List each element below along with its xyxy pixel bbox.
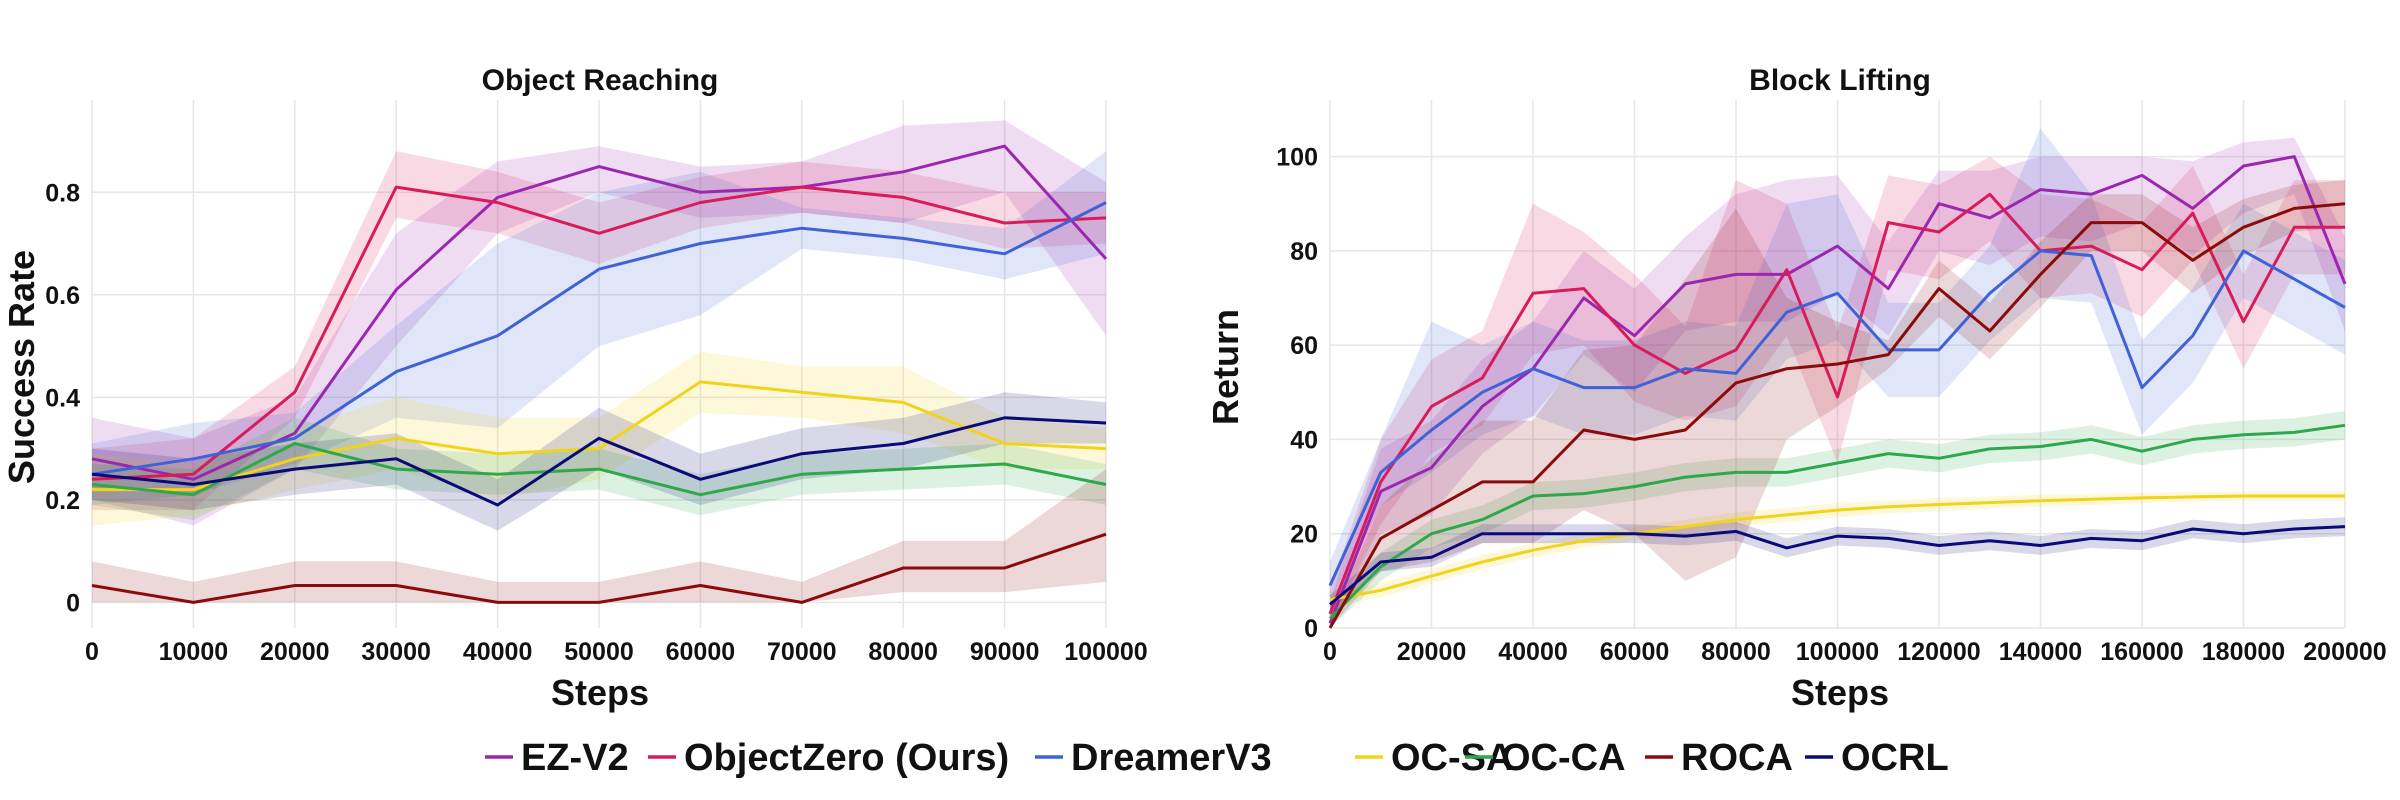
legend-item-roca: ROCA [1645, 737, 1793, 779]
legend-label: EZ-V2 [521, 737, 629, 779]
x-tick-label: 20000 [260, 638, 330, 666]
y-tick-label: 0 [1304, 615, 1318, 643]
legend: EZ-V2 ObjectZero (Ours) DreamerV3 OC-SAOC-C… [485, 737, 1949, 779]
y-tick-label: 0 [66, 589, 80, 617]
x-tick-label: 50000 [564, 638, 634, 666]
legend-item-objectzero: ObjectZero (Ours) [648, 737, 1009, 779]
line-dreamer [1328, 249, 2346, 587]
y-tick-label: 80 [1290, 238, 1318, 266]
band-roca [1330, 180, 2345, 628]
band-roca [92, 469, 1106, 603]
chart-object-reaching: Object Reaching 0 10000 20000 30000 40000 500… [1, 64, 1148, 713]
x-tick-label: 90000 [970, 638, 1040, 666]
legend-item-ezv2: EZ-V2 [485, 737, 629, 779]
series-lines [1328, 155, 2347, 629]
legend-label: ROCA [1681, 737, 1793, 779]
x-axis-label: Steps [551, 672, 649, 713]
y-tick-label: 0.6 [45, 282, 80, 310]
legend-item-dreamer: DreamerV3 [1035, 737, 1272, 779]
legend-item-occa: OC-CA [1465, 737, 1626, 779]
x-tick-label: 60000 [666, 638, 736, 666]
line-ocsa [92, 380, 1107, 492]
chart-title: Object Reaching [482, 64, 719, 97]
x-tick-label: 10000 [159, 638, 229, 666]
line-ocsa [1329, 494, 2345, 602]
band-dreamer [1330, 128, 2345, 610]
x-tick-label: 40000 [463, 638, 533, 666]
band-ezv2 [1330, 137, 2345, 628]
y-tick-labels: 0 20 40 60 80 100 [1276, 144, 1318, 643]
x-tick-labels: 0 10000 20000 30000 40000 50000 60000 70000 8000… [85, 638, 1148, 666]
x-tick-label: 20000 [1397, 638, 1467, 666]
line-roca [91, 532, 1107, 604]
line-ezv2 [1328, 155, 2347, 624]
legend-label: DreamerV3 [1071, 737, 1272, 779]
y-tick-label: 0.2 [45, 487, 80, 515]
band-ocrl [92, 392, 1106, 531]
y-tick-label: 100 [1276, 144, 1318, 172]
y-tick-label: 40 [1290, 426, 1318, 454]
chart-block-lifting: Block Lifting 0 20000 40000 60000 80000 10000… [1205, 64, 2387, 713]
y-tick-label: 60 [1290, 332, 1318, 360]
y-tick-labels: 0 0.2 0.4 0.6 0.8 [45, 179, 80, 617]
x-tick-label: 0 [85, 638, 99, 666]
x-tick-label: 40000 [1498, 638, 1568, 666]
x-tick-label: 80000 [868, 638, 938, 666]
x-tick-label: 160000 [2100, 638, 2183, 666]
line-ezv2 [91, 144, 1108, 481]
line-dreamer [91, 201, 1107, 476]
y-tick-label: 0.4 [45, 384, 80, 412]
band-occa [1330, 411, 2345, 628]
y-axis-label: Success Rate [1, 250, 42, 484]
legend-label: ObjectZero (Ours) [684, 737, 1009, 779]
line-occa [1328, 423, 2346, 620]
y-axis-label: Return [1205, 309, 1246, 425]
x-tick-labels: 0 20000 40000 60000 80000 100000 120000 140000 1… [1323, 638, 2387, 666]
x-tick-label: 120000 [1897, 638, 1980, 666]
legend-item-ocsa: OC-SA [1355, 737, 1513, 779]
x-tick-label: 70000 [767, 638, 837, 666]
x-tick-label: 180000 [2202, 638, 2285, 666]
chart-title: Block Lifting [1749, 64, 1931, 97]
line-ocrl [91, 416, 1107, 507]
legend-item-ocrl: OCRL [1805, 737, 1949, 779]
x-tick-label: 100000 [1064, 638, 1147, 666]
series-lines [91, 144, 1108, 604]
x-tick-label: 200000 [2303, 638, 2386, 666]
line-ocrl [1329, 525, 2346, 606]
x-tick-label: 30000 [361, 638, 431, 666]
legend-label: OCRL [1841, 737, 1949, 779]
band-dreamer [92, 151, 1106, 506]
x-tick-label: 80000 [1701, 638, 1771, 666]
x-tick-label: 0 [1323, 638, 1337, 666]
grid [91, 100, 1107, 628]
legend-label: OC-SA [1391, 737, 1513, 779]
x-tick-label: 140000 [1999, 638, 2082, 666]
line-occa [91, 442, 1107, 497]
legend-label: OC-CA [1501, 737, 1626, 779]
x-tick-label: 60000 [1600, 638, 1670, 666]
line-objectzero [91, 185, 1107, 481]
x-axis-label: Steps [1791, 672, 1889, 713]
line-roca [1328, 202, 2346, 629]
line-objectzero [1328, 192, 2345, 615]
x-tick-label: 100000 [1796, 638, 1879, 666]
y-tick-label: 20 [1290, 521, 1318, 549]
y-tick-label: 0.8 [45, 179, 80, 207]
